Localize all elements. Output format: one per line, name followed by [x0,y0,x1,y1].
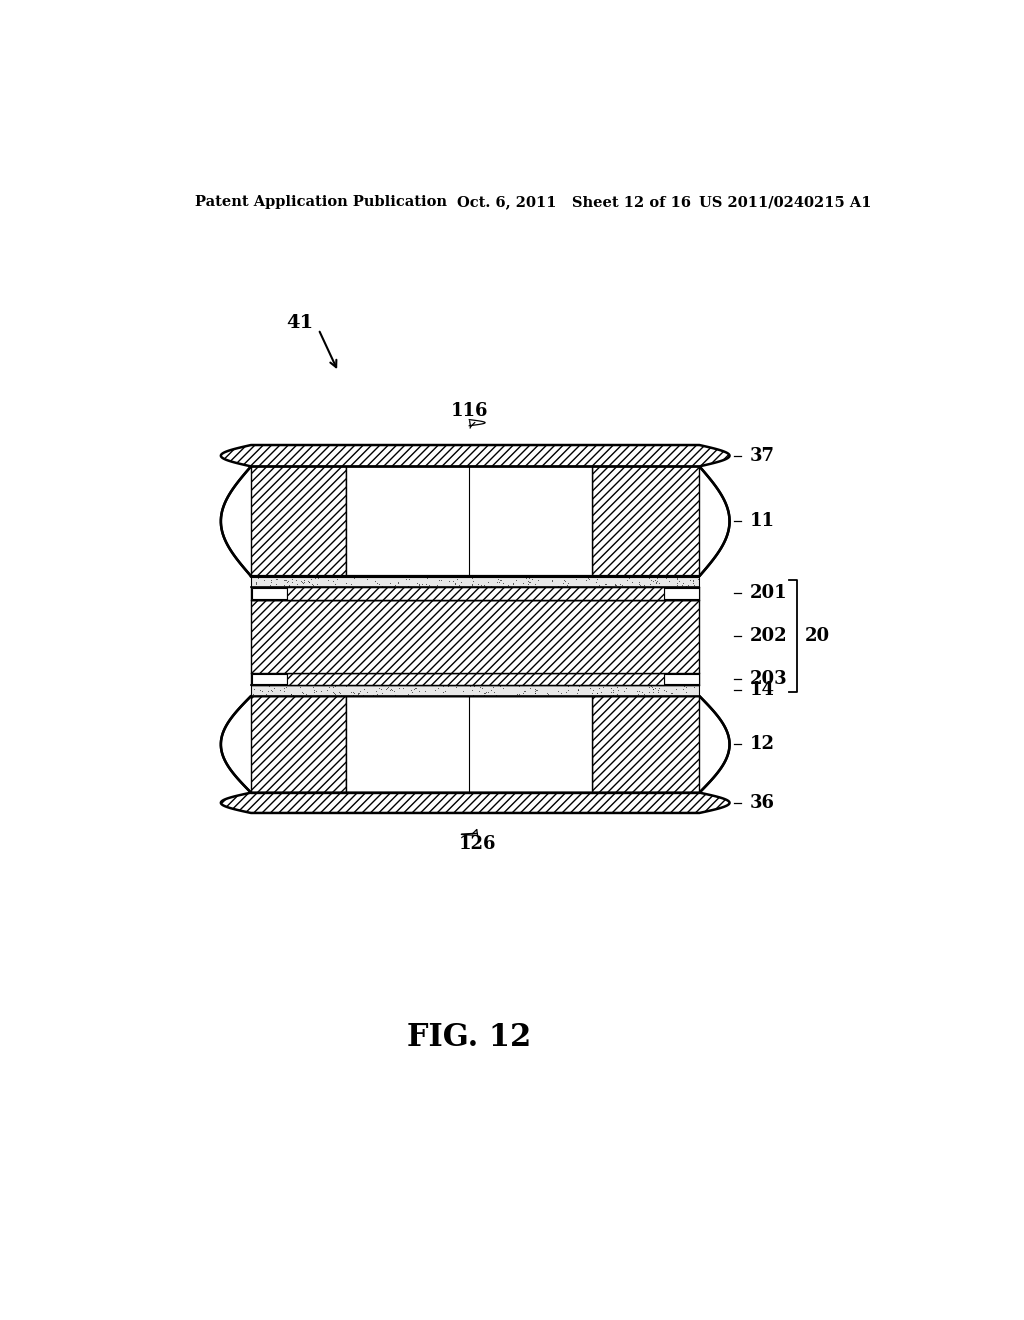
Text: 20: 20 [805,627,830,645]
Text: 11: 11 [750,512,774,531]
Polygon shape [252,589,287,598]
Text: FIG. 12: FIG. 12 [408,1022,531,1053]
Polygon shape [221,466,729,576]
Text: 12: 12 [750,735,774,754]
Text: 116: 116 [451,401,488,420]
Polygon shape [251,599,699,673]
Polygon shape [251,696,346,792]
Text: 126: 126 [459,836,496,853]
Polygon shape [346,696,592,792]
Polygon shape [664,673,698,684]
Text: 36: 36 [750,793,774,812]
Polygon shape [251,577,699,587]
Polygon shape [287,587,664,599]
Text: 201: 201 [750,585,787,602]
Text: 37: 37 [750,446,774,465]
Text: 202: 202 [750,627,787,645]
Polygon shape [346,466,592,576]
Text: 14: 14 [750,681,774,700]
Text: Oct. 6, 2011   Sheet 12 of 16: Oct. 6, 2011 Sheet 12 of 16 [458,195,691,209]
Polygon shape [221,445,729,466]
Polygon shape [221,696,729,792]
Polygon shape [251,466,346,576]
Polygon shape [287,673,664,685]
Text: US 2011/0240215 A1: US 2011/0240215 A1 [699,195,871,209]
Polygon shape [221,792,729,813]
Polygon shape [592,696,699,792]
Polygon shape [251,673,699,685]
Text: 203: 203 [750,669,787,688]
Text: Patent Application Publication: Patent Application Publication [196,195,447,209]
Polygon shape [592,466,699,576]
Polygon shape [251,587,699,599]
Polygon shape [252,673,287,684]
Polygon shape [664,589,698,598]
Text: 41: 41 [287,314,314,333]
Polygon shape [251,684,699,696]
